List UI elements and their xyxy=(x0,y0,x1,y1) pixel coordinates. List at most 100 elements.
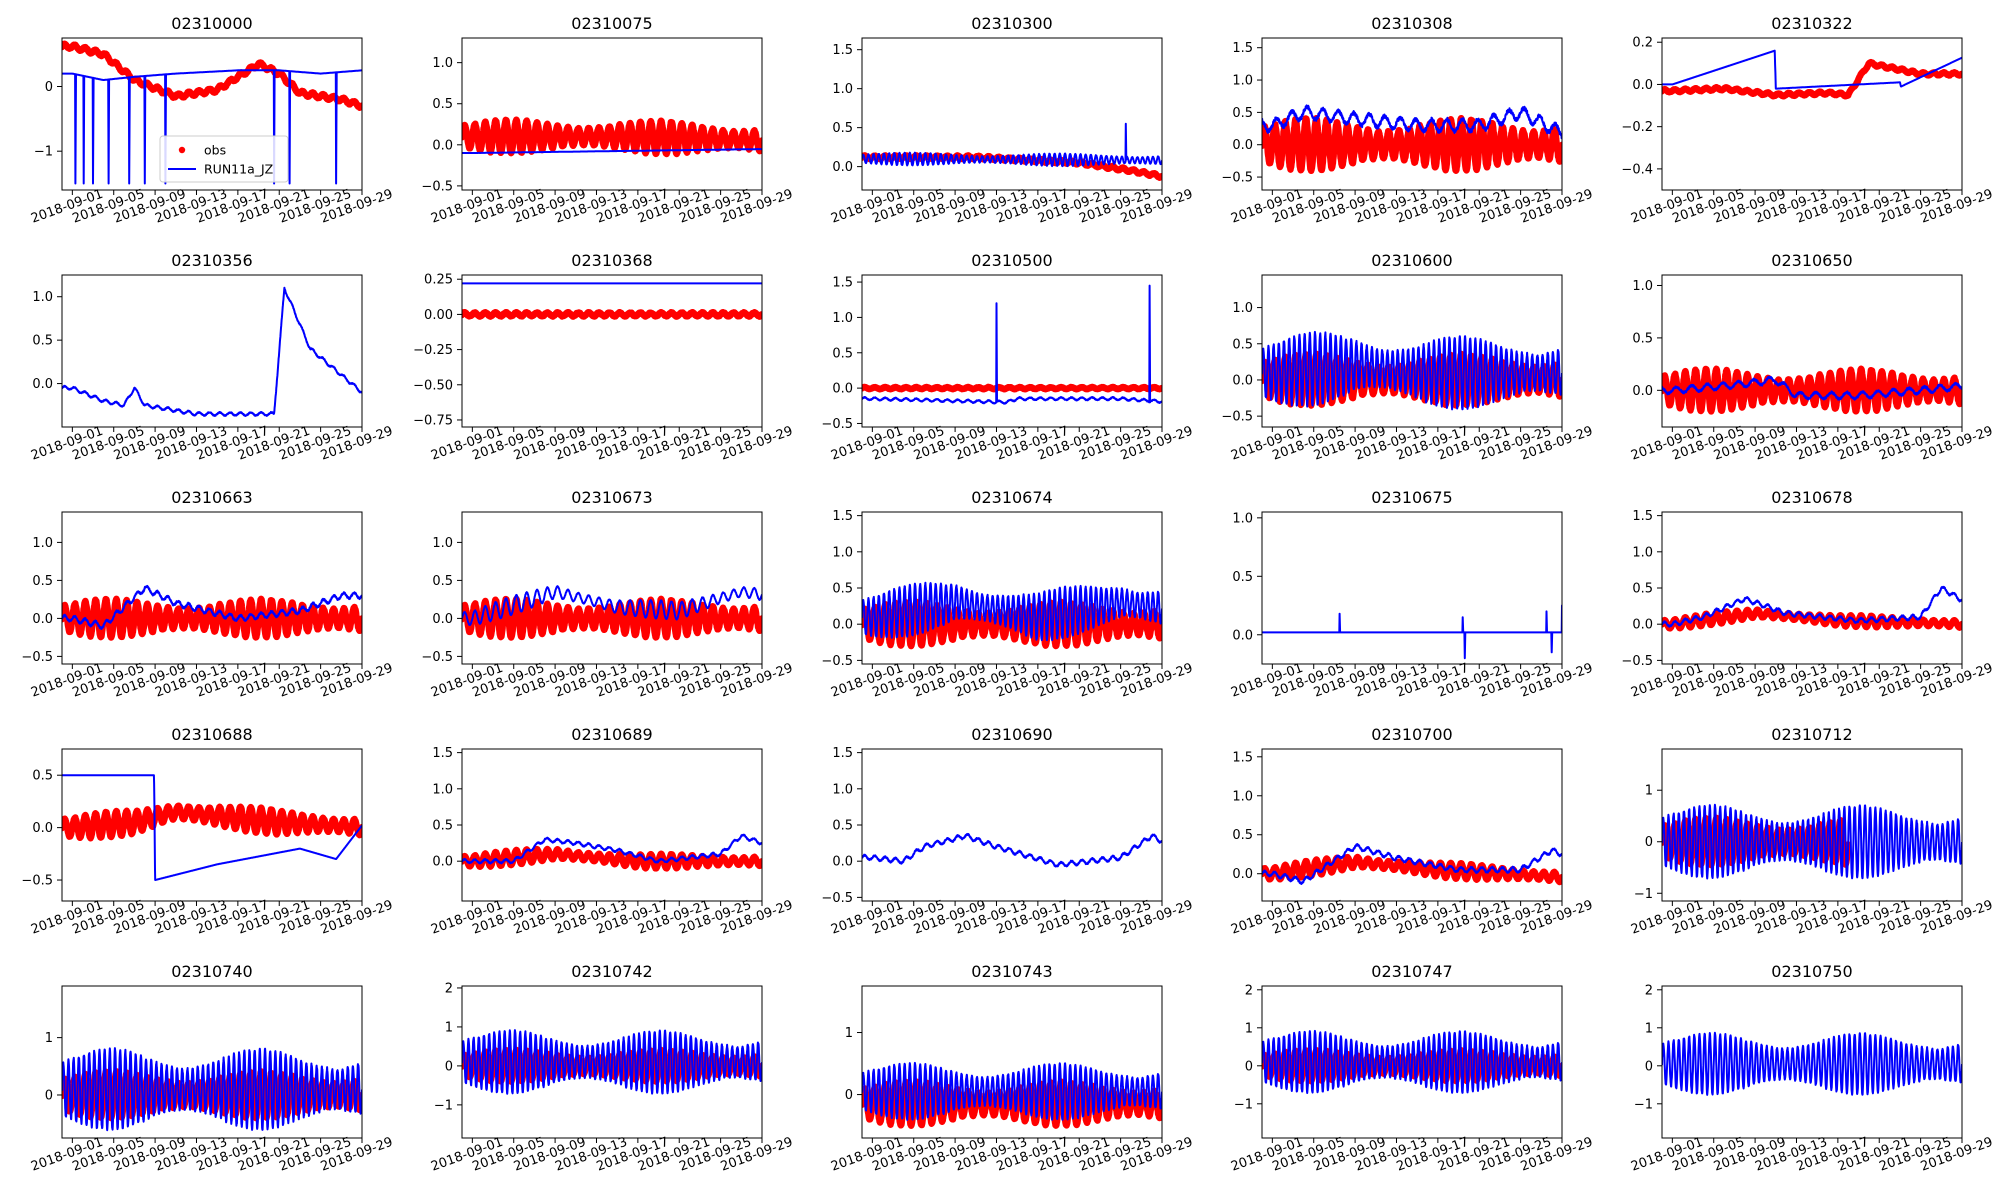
axes-frame xyxy=(1661,511,1963,665)
y-tick-label: −1 xyxy=(434,1098,453,1113)
y-tick-label: 1.0 xyxy=(32,290,53,305)
subplot-02310700: 023107000.00.51.01.52018-09-012018-09-05… xyxy=(1229,725,1595,938)
subplot-02310750: 02310750−10122018-09-012018-09-052018-09… xyxy=(1629,962,1995,1175)
plot-area xyxy=(1262,843,1562,886)
axes-frame xyxy=(1661,274,1963,428)
plot-area xyxy=(862,122,1162,181)
y-tick-label: 0.5 xyxy=(832,582,853,597)
y-tick-label: 0.0 xyxy=(32,821,53,836)
y-tick-label: 0.00 xyxy=(424,308,453,323)
subplot-title: 02310678 xyxy=(1771,488,1852,507)
subplot-title: 02310673 xyxy=(571,488,652,507)
subplot-02310742: 02310742−10122018-09-012018-09-052018-09… xyxy=(429,962,795,1175)
legend-label: obs xyxy=(204,143,226,158)
axes-frame xyxy=(1261,511,1563,665)
y-tick-label: 2 xyxy=(445,981,453,996)
subplot-title: 02310689 xyxy=(571,725,652,744)
y-tick-label: 1.0 xyxy=(432,536,453,551)
subplot-02310308: 02310308−0.50.00.51.01.52018-09-012018-0… xyxy=(1221,14,1594,227)
y-tick-label: 1.0 xyxy=(832,545,853,560)
plot-area xyxy=(1262,604,1562,660)
subplot-02310500: 02310500−0.50.00.51.01.52018-09-012018-0… xyxy=(821,251,1194,464)
y-tick-label: 0 xyxy=(445,1059,453,1074)
plot-area xyxy=(1662,49,1962,100)
plot-area xyxy=(462,116,762,158)
y-tick-label: −0.5 xyxy=(21,874,53,889)
y-tick-label: 0.5 xyxy=(32,769,53,784)
model-series xyxy=(1662,585,1962,628)
y-tick-label: 0.0 xyxy=(832,618,853,633)
plot-area xyxy=(1662,365,1962,415)
y-tick-label: 0 xyxy=(45,80,53,95)
y-tick-label: 0.0 xyxy=(1632,78,1653,93)
y-tick-label: 0.0 xyxy=(32,377,53,392)
model-series xyxy=(462,148,762,154)
y-tick-label: 0.5 xyxy=(1232,337,1253,352)
y-tick-label: 1.0 xyxy=(432,56,453,71)
y-tick-label: 0 xyxy=(845,1088,853,1103)
y-tick-label: 0.5 xyxy=(1232,570,1253,585)
plot-area xyxy=(1262,1029,1562,1094)
axes-frame xyxy=(61,274,363,428)
y-tick-label: 0.5 xyxy=(832,819,853,834)
y-tick-label: 1.0 xyxy=(832,311,853,326)
y-tick-label: 0.5 xyxy=(832,346,853,361)
y-tick-label: −0.75 xyxy=(413,413,453,428)
obs-series xyxy=(462,595,762,641)
plot-area xyxy=(462,1029,762,1095)
model-series xyxy=(62,286,362,417)
y-tick-label: 1.0 xyxy=(832,82,853,97)
obs-series xyxy=(62,595,362,641)
axes-frame xyxy=(61,37,363,191)
axes-frame xyxy=(1661,748,1963,902)
y-tick-label: −0.5 xyxy=(821,417,853,432)
y-tick-label: 1.5 xyxy=(832,276,853,291)
y-tick-label: 0 xyxy=(45,1088,53,1103)
plot-area xyxy=(62,286,362,417)
legend-box xyxy=(159,135,289,183)
y-tick-label: 1.0 xyxy=(832,782,853,797)
obs-series xyxy=(462,845,762,872)
y-tick-label: 1.0 xyxy=(1632,279,1653,294)
plot-area xyxy=(1262,104,1562,175)
y-tick-label: 1.5 xyxy=(832,746,853,761)
y-tick-label: 0.5 xyxy=(432,97,453,112)
y-tick-label: 1 xyxy=(845,1026,853,1041)
axes-frame xyxy=(61,748,363,902)
y-tick-label: −1 xyxy=(1634,887,1653,902)
subplot-title: 02310740 xyxy=(171,962,252,981)
subplot-title: 02310368 xyxy=(571,251,652,270)
y-tick-label: 1.0 xyxy=(1232,74,1253,89)
y-tick-label: −0.5 xyxy=(421,179,453,194)
axes-frame xyxy=(61,511,363,665)
obs-series xyxy=(862,383,1162,393)
subplot-02310689: 023106890.00.51.01.52018-09-012018-09-05… xyxy=(429,725,795,938)
subplot-02310712: 02310712−1012018-09-012018-09-052018-09-… xyxy=(1629,725,1995,938)
y-tick-label: 0.5 xyxy=(1632,331,1653,346)
y-tick-label: 2 xyxy=(1245,983,1253,998)
y-tick-label: 0.5 xyxy=(432,574,453,589)
subplot-title: 02310675 xyxy=(1371,488,1452,507)
model-series xyxy=(1262,1029,1562,1094)
plot-area xyxy=(462,585,762,641)
obs-series xyxy=(1262,853,1562,886)
legend-label: RUN11a_JZ xyxy=(204,162,273,177)
axes-frame xyxy=(1261,985,1563,1139)
subplot-title: 02310356 xyxy=(171,251,252,270)
y-tick-label: 0 xyxy=(1645,835,1653,850)
obs-series xyxy=(1662,365,1962,415)
subplot-02310356: 023103560.00.51.02018-09-012018-09-05201… xyxy=(29,251,395,464)
y-tick-label: 0.5 xyxy=(1632,582,1653,597)
axes-frame xyxy=(1261,274,1563,428)
subplot-title: 02310600 xyxy=(1371,251,1452,270)
axes-frame xyxy=(461,37,763,191)
subplot-02310675: 023106750.00.51.02018-09-012018-09-05201… xyxy=(1229,488,1595,701)
y-tick-label: 1 xyxy=(1645,1021,1653,1036)
y-tick-label: 0.5 xyxy=(1232,828,1253,843)
subplot-title: 02310742 xyxy=(571,962,652,981)
y-tick-label: −0.2 xyxy=(1621,120,1653,135)
axes-frame xyxy=(861,37,1163,191)
axes-frame xyxy=(1661,985,1963,1139)
y-tick-label: −0.50 xyxy=(413,378,453,393)
model-series xyxy=(862,1061,1162,1121)
